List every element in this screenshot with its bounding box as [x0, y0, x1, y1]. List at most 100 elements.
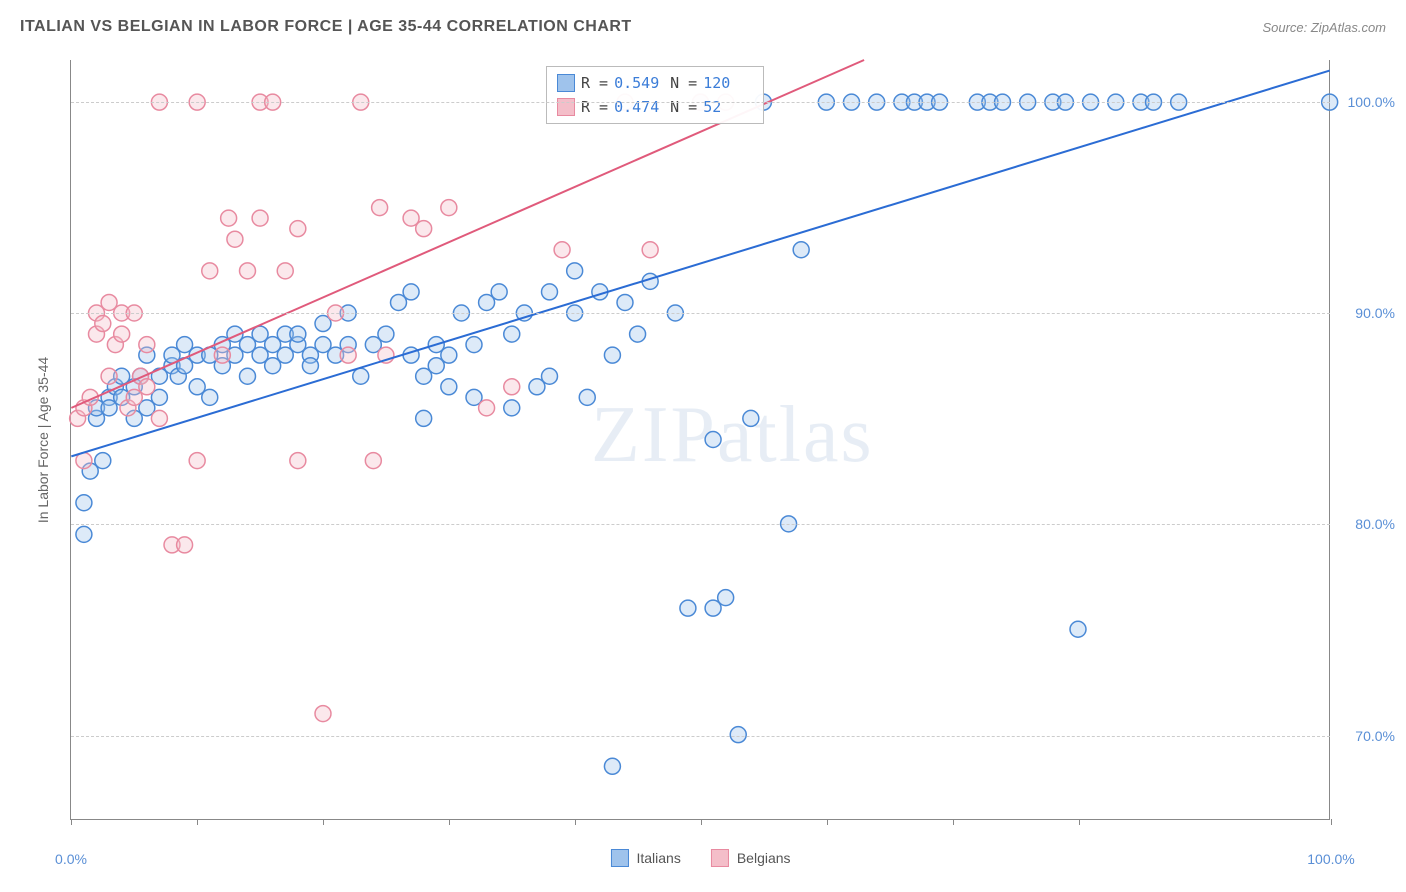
x-tick [1079, 819, 1080, 825]
scatter-point [101, 368, 117, 384]
chart-title: ITALIAN VS BELGIAN IN LABOR FORCE | AGE … [20, 18, 632, 36]
legend-label-belgians: Belgians [737, 850, 791, 866]
scatter-point [114, 326, 130, 342]
swatch-belgians [557, 98, 575, 116]
x-tick [71, 819, 72, 825]
scatter-point [290, 326, 306, 342]
x-tick [197, 819, 198, 825]
scatter-point [416, 221, 432, 237]
stats-legend: R = 0.549 N = 120 R = 0.474 N = 52 [546, 66, 764, 124]
scatter-point [630, 326, 646, 342]
y-tick-label: 80.0% [1355, 516, 1395, 532]
legend-swatch-italians [610, 849, 628, 867]
scatter-point [302, 358, 318, 374]
x-tick [953, 819, 954, 825]
scatter-point [542, 284, 558, 300]
scatter-point [340, 347, 356, 363]
r-label: R = [581, 71, 608, 95]
scatter-point [441, 200, 457, 216]
scatter-point [617, 294, 633, 310]
scatter-point [139, 337, 155, 353]
r-label: R = [581, 95, 608, 119]
x-tick [449, 819, 450, 825]
legend-swatch-belgians [711, 849, 729, 867]
x-tick [323, 819, 324, 825]
scatter-point [202, 389, 218, 405]
x-tick [827, 819, 828, 825]
scatter-point [151, 410, 167, 426]
scatter-point [221, 210, 237, 226]
y-tick-label: 100.0% [1348, 94, 1395, 110]
legend-label-italians: Italians [636, 850, 680, 866]
scatter-point [705, 432, 721, 448]
gridline-h [71, 102, 1330, 103]
scatter-point [252, 210, 268, 226]
scatter-point [504, 379, 520, 395]
plot-area: ZIPatlas R = 0.549 N = 120 R = 0.474 N =… [70, 60, 1330, 820]
scatter-point [95, 453, 111, 469]
n-label: N = [670, 71, 697, 95]
source-label: Source: ZipAtlas.com [1262, 20, 1386, 35]
y-axis-label: In Labor Force | Age 35-44 [35, 357, 51, 523]
scatter-point [277, 263, 293, 279]
scatter-point [76, 526, 92, 542]
r-val-belgians: 0.474 [614, 95, 664, 119]
trendline [71, 71, 1329, 457]
swatch-italians [557, 74, 575, 92]
scatter-point [604, 347, 620, 363]
scatter-point [378, 326, 394, 342]
scatter-point [504, 326, 520, 342]
scatter-point [466, 337, 482, 353]
scatter-point [680, 600, 696, 616]
scatter-point [1070, 621, 1086, 637]
scatter-point [189, 453, 205, 469]
scatter-point [718, 590, 734, 606]
scatter-point [227, 231, 243, 247]
scatter-point [290, 221, 306, 237]
x-tick-label: 0.0% [55, 851, 87, 867]
scatter-point [542, 368, 558, 384]
gridline-h [71, 524, 1330, 525]
legend-item-belgians: Belgians [711, 849, 791, 867]
x-tick [1331, 819, 1332, 825]
scatter-point [290, 453, 306, 469]
scatter-point [554, 242, 570, 258]
x-tick [701, 819, 702, 825]
scatter-point [479, 400, 495, 416]
scatter-point [491, 284, 507, 300]
scatter-point [353, 368, 369, 384]
scatter-point [604, 758, 620, 774]
gridline-h [71, 736, 1330, 737]
scatter-point [579, 389, 595, 405]
stats-row-italians: R = 0.549 N = 120 [557, 71, 753, 95]
n-label: N = [670, 95, 697, 119]
scatter-point [441, 347, 457, 363]
scatter-point [642, 242, 658, 258]
scatter-point [95, 316, 111, 332]
y-tick-label: 70.0% [1355, 728, 1395, 744]
x-tick [575, 819, 576, 825]
scatter-point [743, 410, 759, 426]
x-tick-label: 100.0% [1307, 851, 1354, 867]
scatter-point [76, 495, 92, 511]
scatter-point [441, 379, 457, 395]
scatter-point [240, 263, 256, 279]
scatter-point [504, 400, 520, 416]
scatter-point [315, 706, 331, 722]
scatter-svg [71, 60, 1330, 819]
legend-item-italians: Italians [610, 849, 680, 867]
scatter-point [365, 453, 381, 469]
r-val-italians: 0.549 [614, 71, 664, 95]
scatter-point [214, 347, 230, 363]
scatter-point [139, 379, 155, 395]
scatter-point [403, 284, 419, 300]
scatter-point [793, 242, 809, 258]
scatter-point [177, 537, 193, 553]
n-val-italians: 120 [703, 71, 753, 95]
gridline-h [71, 313, 1330, 314]
scatter-point [202, 263, 218, 279]
scatter-point [240, 368, 256, 384]
n-val-belgians: 52 [703, 95, 753, 119]
scatter-point [416, 410, 432, 426]
stats-row-belgians: R = 0.474 N = 52 [557, 95, 753, 119]
